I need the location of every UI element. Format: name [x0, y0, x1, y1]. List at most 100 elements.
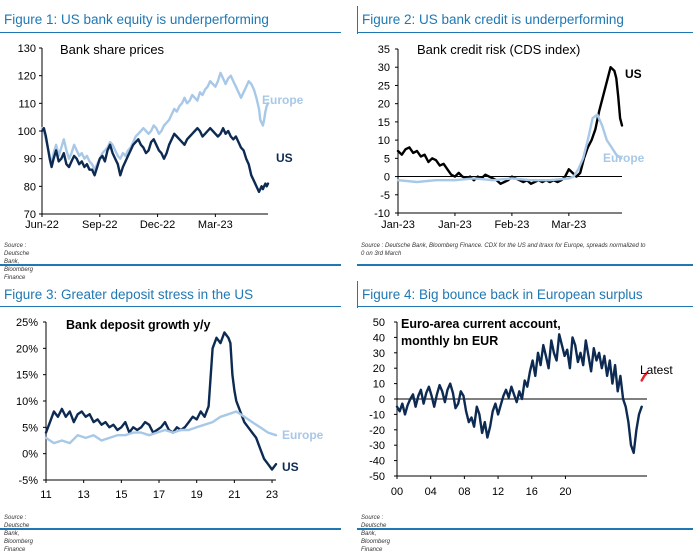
chart-4-series-current-account-line [395, 333, 643, 455]
figure-1-bottom-rule [0, 264, 341, 266]
chart-4-y-tick-label: 20 [373, 363, 385, 375]
chart-2-y-tick-label: 30 [378, 62, 390, 74]
figure-4-bottom-rule [357, 528, 693, 530]
figure-4-title-rule [357, 306, 693, 307]
figure-3-bottom-rule [0, 528, 341, 530]
chart-2-title: Bank credit risk (CDS index) [417, 42, 580, 57]
chart-3-y-tick-label: 10% [16, 396, 38, 408]
figure-2-source-line-1: Source : Deutsche Bank, Bloomberg Financ… [361, 243, 646, 249]
chart-4-title: Euro-area current account, [401, 317, 561, 331]
figure-3-title-rule [0, 306, 341, 307]
chart-3-title: Bank deposit growth y/y [66, 318, 211, 332]
chart-2-y-tick-label: 0 [384, 172, 390, 184]
chart-1-y-tick-label: 130 [18, 43, 36, 55]
chart-1-series-us-line [40, 126, 270, 194]
chart-2-y-tick-label: -5 [380, 190, 390, 202]
chart-2-y-tick-label: 10 [378, 135, 390, 147]
chart-3-label-europe: Europe [282, 428, 324, 442]
chart-4-y-tick-label: -40 [369, 456, 385, 468]
chart-2-y-tick-label: 15 [378, 117, 390, 129]
chart-1-x-tick-label: Dec-22 [140, 219, 175, 231]
chart-1-label-europe: Europe [262, 93, 304, 107]
chart-3-x-tick-label: 17 [153, 489, 165, 501]
figure-3-source: Source : Deutsche Bank, Bloomberg Financ… [4, 515, 34, 553]
chart-3-y-tick-label: 20% [16, 343, 38, 355]
figure-2-title: Figure 2: US bank credit is underperform… [362, 12, 624, 27]
chart-4-x-tick-label: 04 [425, 486, 437, 498]
chart-4-label-latest: Latest [640, 363, 673, 377]
chart-1-x-tick-label: Sep-22 [82, 219, 117, 231]
chart-3-series-europe-line [44, 410, 278, 445]
chart-2-x-tick-label: Mar-23 [551, 219, 586, 231]
chart-3-y-tick-label: -5% [18, 475, 38, 487]
chart-2-y-tick-label: 5 [384, 153, 390, 165]
figure-2-bottom-rule [357, 264, 693, 266]
chart-4-y-tick-label: 50 [373, 317, 385, 329]
figure-1-source: Source : Deutsche Bank, Bloomberg Financ… [4, 243, 34, 281]
chart-2-y-tick-label: 35 [378, 44, 390, 56]
figure-1-title: Figure 1: US bank equity is underperform… [4, 12, 269, 27]
chart-2-x-tick-label: Jan-23 [438, 219, 472, 231]
chart-1-y-tick-label: 100 [18, 126, 36, 138]
chart-3-y-tick-label: 25% [16, 317, 38, 329]
chart-1-x-tick-label: Mar-23 [198, 219, 233, 231]
chart-3-x-tick-label: 21 [228, 489, 240, 501]
chart-1-series-europe-line [40, 71, 270, 171]
chart-3-y-tick-label: 5% [22, 422, 38, 434]
chart-2-y-tick-label: 25 [378, 80, 390, 92]
chart-2-label-europe: Europe [603, 151, 645, 165]
chart-4-x-tick-label: 08 [458, 486, 470, 498]
chart-3-y-tick-label: 15% [16, 370, 38, 382]
chart-4-y-tick-label: -50 [369, 471, 385, 483]
chart-4-y-tick-label: 10 [373, 379, 385, 391]
chart-3-series-us-line [44, 331, 278, 471]
chart-1-y-tick-label: 110 [18, 98, 36, 110]
chart-1-y-tick-label: 120 [18, 71, 36, 83]
chart-3-x-tick-label: 13 [78, 489, 90, 501]
chart-3-x-tick-label: 19 [191, 489, 203, 501]
chart-2-y-tick-label: -10 [374, 208, 390, 220]
chart-1-y-tick-label: 80 [24, 181, 36, 193]
figure-2-source: Source : Deutsche Bank, Bloomberg Financ… [361, 242, 691, 258]
figure-4-vertical-rule [357, 281, 358, 308]
figure-3-title: Figure 3: Greater deposit stress in the … [4, 287, 254, 302]
chart-2-series-us-line [396, 66, 624, 186]
chart-4-y-tick-label: 30 [373, 348, 385, 360]
chart-1-label-us: US [276, 151, 293, 165]
chart-3-label-us: US [282, 460, 299, 474]
chart-4-y-tick-label: -30 [369, 440, 385, 452]
figure-4-chart: 50 40 30 20 10 0 -10 -20 -30 -40 -50 00 04 08 12 16 20 Eu… [369, 317, 673, 498]
chart-2-series-europe-line [396, 113, 623, 184]
chart-1-title: Bank share prices [60, 42, 165, 57]
chart-2-label-us: US [625, 67, 642, 81]
chart-1-y-tick-label: 90 [24, 154, 36, 166]
chart-4-y-tick-label: 40 [373, 332, 385, 344]
figure-3-chart: 25% 20% 15% 10% 5% 0% -5%11 13 15 17 19 21 23 Bank de… [16, 317, 324, 501]
chart-2-x-tick-label: Feb-23 [494, 219, 529, 231]
chart-3-x-tick-label: 11 [40, 489, 51, 501]
chart-1-y-tick-label: 70 [24, 209, 36, 221]
chart-4-y-tick-label: 0 [379, 394, 385, 406]
figure-1-title-rule [0, 32, 341, 33]
chart-4-x-tick-label: 16 [526, 486, 538, 498]
figure-2-vertical-rule [357, 6, 358, 34]
chart-4-x-tick-label: 20 [559, 486, 571, 498]
chart-3-x-tick-label: 15 [115, 489, 127, 501]
chart-4-y-tick-label: -20 [369, 425, 385, 437]
chart-3-x-tick-label: 23 [266, 489, 278, 501]
chart-1-x-tick-label: Jun-22 [25, 219, 59, 231]
chart-4-title: monthly bn EUR [401, 334, 498, 348]
figure-4-source: Source : Deutsche Bank, Bloomberg Financ… [361, 515, 391, 553]
chart-3-y-tick-label: 0% [22, 449, 38, 461]
figure-2-source-line-2: 0 on 3rd March [361, 251, 402, 257]
chart-4-series-latest-line [640, 371, 649, 382]
chart-4-x-tick-label: 12 [492, 486, 504, 498]
figure-2-title-rule [357, 32, 693, 33]
chart-2-x-tick-label: Jan-23 [381, 219, 415, 231]
chart-4-x-tick-label: 00 [391, 486, 403, 498]
chart-4-y-tick-label: -10 [369, 409, 385, 421]
chart-2-y-tick-label: 20 [378, 99, 390, 111]
figure-4-title: Figure 4: Big bounce back in European su… [362, 287, 643, 302]
